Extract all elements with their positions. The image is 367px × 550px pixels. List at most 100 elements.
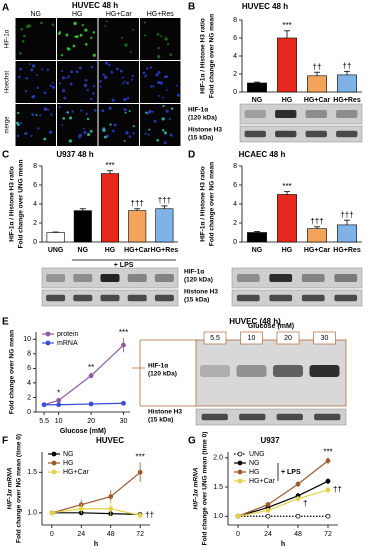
x-tick-label: 5.5: [39, 418, 49, 425]
micrograph: [57, 104, 98, 146]
cell-dot: [86, 117, 90, 121]
cell-dot: [72, 44, 76, 48]
lane-box: [203, 331, 227, 345]
cell-dot: [157, 46, 160, 50]
cell-dot: [109, 123, 112, 126]
cell-dot: [39, 114, 42, 117]
y-axis-label: HIF-1α / Histone H3 ratio: [200, 166, 207, 242]
cell-dot: [162, 105, 165, 108]
cell-dot: [21, 40, 25, 43]
cell-dot: [145, 74, 148, 77]
y-axis-label: Fold change over NG mean: [9, 330, 16, 414]
bar: [277, 194, 297, 243]
micrograph: [98, 104, 139, 146]
cell-dot: [149, 66, 153, 69]
cell-dot: [75, 70, 79, 74]
cell-dot: [92, 31, 96, 34]
y-axis-label: HIF-1α / Histone H3 ratio: [9, 166, 16, 242]
chart-title: HCAEC 48 h: [239, 150, 286, 159]
blot-band: [305, 110, 327, 118]
legend-label: UNG: [249, 451, 265, 458]
legend-label: mRNA: [57, 340, 78, 347]
legend-marker: [51, 451, 57, 457]
lane-label: 10: [248, 335, 256, 342]
lane-label: 30: [321, 335, 329, 342]
cell-dot: [28, 24, 32, 28]
x-tick-label: HG: [282, 97, 293, 104]
y-tick-label: 1.0: [27, 510, 37, 517]
blot-band: [239, 413, 266, 421]
x-tick-label: 72: [324, 531, 332, 538]
x-axis-label: Glucose (mM): [60, 428, 106, 435]
legend-label: HG+Car: [63, 469, 90, 476]
x-tick-label: UNG: [48, 247, 64, 254]
chart-title: U937 48 h: [56, 150, 93, 159]
marker: [56, 397, 62, 403]
y-tick-label: 0: [33, 239, 37, 246]
legend-marker: [237, 469, 243, 475]
blot: [195, 408, 347, 426]
cell-dot: [89, 129, 93, 133]
significance: ***: [282, 182, 291, 191]
cell-dot: [62, 117, 66, 120]
blot-band: [244, 110, 266, 118]
x-tick-label: HG+Res: [151, 247, 179, 254]
cell-dot: [121, 76, 124, 79]
cell-dot: [86, 132, 91, 137]
x-tick-label: 20: [87, 418, 95, 425]
significance: †††: [158, 196, 171, 205]
cell-dot: [104, 25, 107, 28]
cell-dot: [52, 87, 55, 90]
cell-dot: [67, 47, 71, 51]
legend-marker: [237, 478, 243, 484]
cell-dot: [165, 75, 169, 79]
y-tick-label: 1.5: [27, 469, 37, 476]
significance: ***: [282, 21, 291, 30]
cell-dot: [37, 127, 40, 130]
cell-dot: [80, 109, 83, 112]
legend-label: NG: [63, 451, 74, 458]
marker: [295, 496, 301, 502]
cell-dot: [74, 35, 77, 38]
x-tick-label: 30: [120, 418, 128, 425]
cell-dot: [121, 82, 124, 85]
cell-dot: [101, 109, 105, 113]
cell-dot: [161, 129, 165, 132]
blot-band: [334, 274, 358, 282]
bar: [128, 210, 147, 243]
significance: ***: [119, 328, 128, 337]
micrograph: [15, 18, 56, 60]
blot-band: [334, 294, 358, 302]
cell-dot: [102, 128, 106, 132]
cell-dot: [65, 33, 69, 37]
blot-label: (120 kDa): [188, 115, 217, 122]
significance: ††: [333, 485, 342, 494]
cell-dot: [58, 105, 61, 108]
y-tick-label: 10: [23, 336, 31, 343]
cell-dot: [79, 33, 83, 37]
marker: [265, 502, 271, 507]
cell-dot: [116, 67, 119, 71]
cell-dot: [20, 28, 23, 31]
blot-label: Histone H3: [148, 409, 182, 416]
cell-dot: [18, 75, 21, 79]
legend-label: HG+Car: [249, 478, 276, 485]
blot: [231, 289, 363, 307]
y-axis-label: HIF-1α mRNA: [7, 467, 14, 509]
micrograph: [57, 61, 98, 103]
cell-dot: [99, 85, 102, 88]
y-tick-label: 8: [233, 17, 237, 24]
cell-dot: [90, 97, 93, 101]
cell-dot: [104, 75, 108, 79]
cell-dot: [169, 133, 173, 137]
blot-band: [236, 365, 267, 377]
cell-dot: [35, 74, 38, 76]
bar: [247, 82, 267, 93]
column-label: HG: [72, 11, 83, 18]
significance: ***: [105, 161, 114, 170]
blot-band: [201, 413, 228, 421]
cell-dot: [131, 78, 134, 81]
cell-dot: [51, 81, 54, 84]
significance: *: [57, 388, 60, 397]
cell-dot: [24, 132, 28, 135]
